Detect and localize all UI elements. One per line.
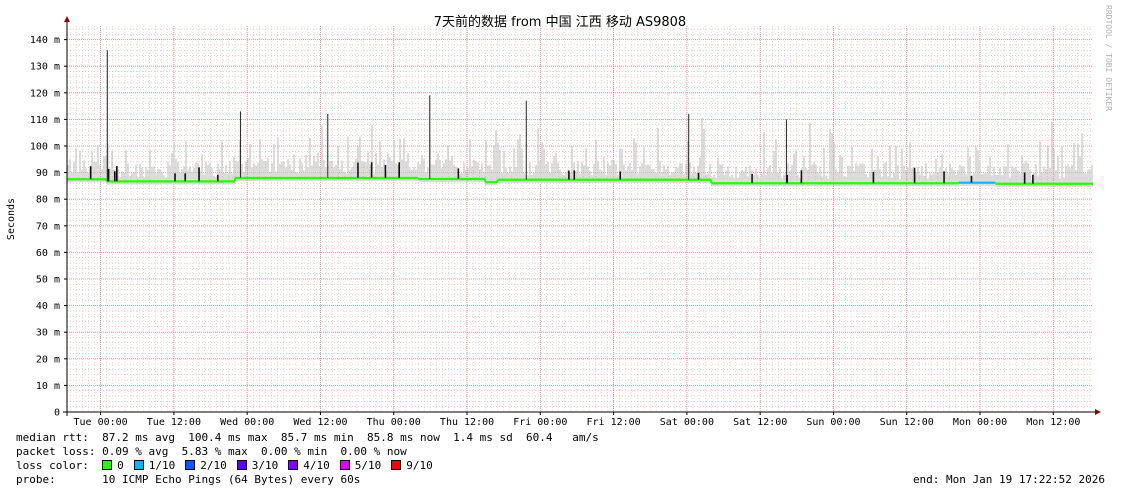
probe-line: probe: 10 ICMP Echo Pings (64 Bytes) eve… bbox=[16, 473, 360, 487]
loss-color-swatch bbox=[339, 460, 350, 470]
y-tick-label: 120 m bbox=[30, 88, 60, 99]
loss-color-legend: 0 1/10 2/10 3/10 4/10 5/10 9/10 bbox=[102, 459, 443, 472]
loss-color-swatch bbox=[288, 460, 299, 470]
x-tick-label: Sun 00:00 bbox=[806, 417, 860, 428]
x-tick-label: Sat 00:00 bbox=[660, 417, 714, 428]
y-tick-label: 60 m bbox=[36, 248, 60, 259]
loss-color-label-text: 4/10 bbox=[303, 459, 330, 472]
packet-loss-label: packet loss: bbox=[16, 445, 96, 458]
loss-color-label-text: 0 bbox=[117, 459, 124, 472]
packet-loss-line: packet loss: 0.09 % avg 5.83 % max 0.00 … bbox=[16, 445, 407, 459]
y-tick-label: 70 m bbox=[36, 221, 60, 232]
y-tick-label: 80 m bbox=[36, 195, 60, 206]
y-tick-label: 10 m bbox=[36, 381, 60, 392]
x-tick-label: Wed 00:00 bbox=[220, 417, 274, 428]
x-tick-label: Tue 00:00 bbox=[73, 417, 127, 428]
y-tick-label: 0 bbox=[54, 408, 60, 419]
end-time: end: Mon Jan 19 17:22:52 2026 bbox=[912, 473, 1105, 486]
loss-color-item: 1/10 bbox=[133, 459, 176, 472]
loss-color-item: 2/10 bbox=[185, 459, 227, 472]
x-tick-label: Mon 12:00 bbox=[1026, 417, 1080, 428]
loss-color-swatch bbox=[391, 460, 402, 470]
x-tick-label: Tue 12:00 bbox=[147, 417, 201, 428]
loss-color-label-text: 1/10 bbox=[148, 459, 176, 472]
chart-title: 7天前的数据 from 中国 江西 移动 AS9808 bbox=[434, 14, 686, 30]
y-tick-label: 100 m bbox=[30, 142, 60, 153]
smoke-layer bbox=[67, 117, 1093, 187]
x-tick-label: Mon 00:00 bbox=[953, 417, 1007, 428]
x-axis-arrow bbox=[1095, 409, 1101, 415]
x-tick-label: Thu 12:00 bbox=[440, 417, 494, 428]
spike-layer bbox=[89, 50, 1034, 184]
loss-color-label-text: 5/10 bbox=[354, 459, 382, 472]
y-tick-label: 40 m bbox=[36, 301, 60, 312]
packet-loss-value: 0.09 % avg 5.83 % max 0.00 % min 0.00 % … bbox=[102, 445, 407, 458]
loss-color-item: 0 bbox=[102, 459, 124, 472]
loss-color-line: loss color: 0 1/10 2/10 3/10 4/10 5/10 9/10 bbox=[16, 459, 443, 473]
x-tick-label: Thu 00:00 bbox=[367, 417, 421, 428]
loss-color-label-text: 2/10 bbox=[200, 459, 227, 472]
rrdtool-watermark: RRDTOOL / TOBI OETIKER bbox=[1104, 5, 1113, 111]
x-tick-label: Sat 12:00 bbox=[733, 417, 787, 428]
loss-color-item: 3/10 bbox=[236, 459, 279, 472]
median-rtt-label: median rtt: bbox=[16, 431, 89, 444]
loss-color-label: loss color: bbox=[16, 459, 89, 472]
probe-value: 10 ICMP Echo Pings (64 Bytes) every 60s bbox=[102, 473, 361, 486]
x-tick-label: Fri 12:00 bbox=[586, 417, 640, 428]
y-axis-label: Seconds bbox=[6, 198, 17, 240]
loss-color-swatch bbox=[236, 460, 247, 470]
loss-color-swatch bbox=[185, 460, 196, 470]
loss-color-label-text: 9/10 bbox=[406, 459, 433, 472]
x-tick-label: Wed 12:00 bbox=[293, 417, 347, 428]
loss-color-item: 5/10 bbox=[339, 459, 382, 472]
y-tick-label: 90 m bbox=[36, 168, 60, 179]
loss-color-swatch bbox=[133, 460, 144, 470]
y-tick-label: 50 m bbox=[36, 275, 60, 286]
loss-color-swatch bbox=[102, 460, 113, 470]
y-tick-label: 110 m bbox=[30, 115, 60, 126]
x-tick-label: Fri 00:00 bbox=[513, 417, 567, 428]
loss-color-item: 4/10 bbox=[288, 459, 330, 472]
loss-color-label-text: 3/10 bbox=[251, 459, 279, 472]
y-tick-label: 30 m bbox=[36, 328, 60, 339]
y-tick-label: 20 m bbox=[36, 354, 60, 365]
y-tick-label: 140 m bbox=[30, 35, 60, 46]
axis-layer: Tue 00:00 Tue 12:00 Wed 00:00 Wed 12:00 Thu … bbox=[30, 16, 1101, 428]
probe-label: probe: bbox=[16, 473, 56, 486]
y-tick-label: 130 m bbox=[30, 62, 60, 73]
grid-layer bbox=[67, 26, 1093, 412]
median-rtt-value: 87.2 ms avg 100.4 ms max 85.7 ms min 85.… bbox=[102, 431, 599, 444]
median-rtt-line: median rtt: 87.2 ms avg 100.4 ms max 85.… bbox=[16, 431, 599, 445]
y-axis-arrow bbox=[64, 16, 70, 22]
loss-color-item: 9/10 bbox=[391, 459, 433, 472]
x-tick-label: Sun 12:00 bbox=[880, 417, 934, 428]
